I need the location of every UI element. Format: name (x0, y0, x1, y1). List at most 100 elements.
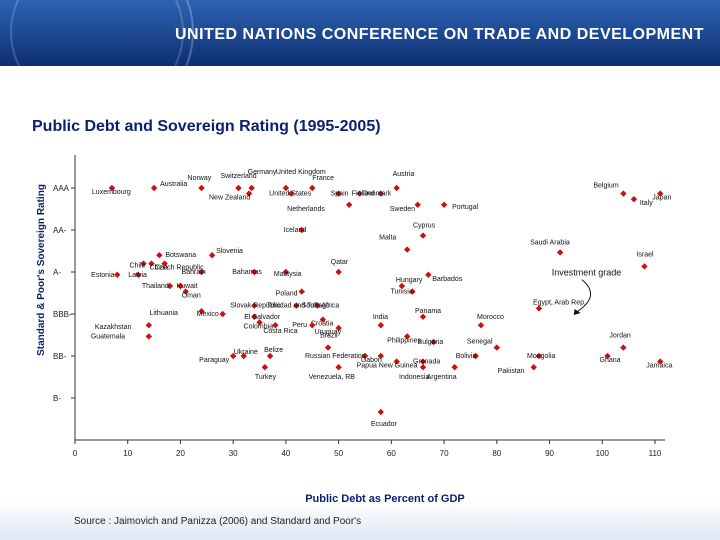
data-point-label: Luxembourg (92, 189, 131, 196)
data-point (148, 260, 155, 267)
data-point-label: Israel (636, 251, 654, 258)
data-point-label: Poland (276, 291, 298, 298)
data-point (361, 352, 369, 360)
data-point (229, 352, 237, 360)
data-point (166, 282, 174, 290)
x-tick-label: 50 (334, 449, 343, 458)
data-point (630, 196, 638, 203)
data-point-label: Trinidad and Tobago (266, 303, 330, 310)
data-point-label: Bolivia (456, 353, 477, 360)
y-tick-label: B- (53, 394, 61, 403)
x-tick-label: 0 (73, 449, 78, 458)
data-point-label: Qatar (331, 259, 349, 266)
data-point (113, 271, 121, 278)
x-tick-label: 90 (545, 449, 554, 458)
data-point-label: Costa Rica (263, 328, 297, 335)
data-point (208, 252, 216, 259)
data-point-label: Panama (415, 308, 441, 315)
y-tick-label: AAA (53, 184, 70, 193)
y-tick-label: AA- (53, 226, 67, 235)
data-point (309, 184, 316, 192)
data-point (140, 260, 147, 267)
data-point-label: Chile (130, 263, 146, 270)
data-point-label: Tunisia (390, 289, 412, 296)
data-point-label: Philippines (387, 337, 421, 344)
x-tick-label: 110 (649, 449, 662, 458)
data-point (419, 358, 427, 365)
data-point (324, 344, 332, 351)
data-point (261, 364, 269, 371)
data-point (393, 184, 400, 192)
data-point (440, 201, 448, 208)
data-point (314, 302, 321, 309)
x-tick-label: 70 (440, 449, 449, 458)
data-point-label: New Zealand (209, 195, 250, 202)
data-point (477, 322, 485, 329)
data-point-label: Gabon (361, 357, 382, 364)
x-tick-label: 100 (596, 449, 610, 458)
data-point (620, 190, 627, 197)
data-point-label: Australia (160, 181, 187, 188)
x-tick-label: 30 (229, 449, 238, 458)
data-point (377, 322, 385, 329)
x-axis-title: Public Debt as Percent of GDP (305, 493, 465, 505)
data-point (198, 268, 205, 276)
data-point-label: Ecuador (371, 421, 398, 428)
source-text: : Jaimovich and Panizza (2006) and Stand… (108, 516, 362, 527)
data-point-label: Cyprus (413, 223, 436, 230)
x-tick-label: 60 (387, 449, 396, 458)
data-point (425, 271, 432, 278)
data-point (620, 344, 627, 351)
data-point-label: Iceland (284, 227, 307, 234)
data-point (657, 190, 664, 197)
data-point (535, 305, 543, 312)
data-point-label: Barbados (432, 276, 462, 283)
data-point-label: Argentina (427, 374, 457, 381)
data-point (293, 302, 300, 309)
data-point (198, 308, 205, 315)
x-tick-label: 80 (492, 449, 501, 458)
banner-decoration (0, 0, 194, 66)
data-point (419, 313, 427, 320)
data-point (298, 226, 305, 234)
data-point-label: Bahamas (232, 269, 262, 276)
data-point (266, 352, 274, 360)
annotation-text: Investment grade (552, 268, 622, 278)
data-point (248, 184, 255, 192)
data-point (177, 282, 184, 290)
data-point-label: France (312, 175, 334, 182)
data-point-label: Sweden (390, 206, 415, 213)
data-point-label: Finland (352, 191, 375, 198)
data-point-label: Lithuania (150, 310, 179, 317)
header-banner: UNITED NATIONS CONFERENCE ON TRADE AND D… (0, 0, 720, 66)
data-point (335, 190, 342, 197)
data-point-label: South Africa (302, 303, 340, 310)
data-point (156, 252, 163, 259)
data-point (298, 288, 305, 295)
data-point (604, 352, 611, 360)
data-point (535, 352, 543, 360)
data-point-label: Russian Federation (305, 353, 366, 360)
data-point (377, 190, 385, 197)
data-point-label: Latvia (128, 272, 147, 279)
data-point-label: Venezuela, RB (309, 374, 356, 381)
data-point (335, 268, 342, 276)
data-point-label: Croatia (311, 321, 334, 328)
data-point-label: Kuwait (176, 283, 197, 290)
data-point (251, 268, 258, 276)
source-note: Source : Jaimovich and Panizza (2006) an… (74, 516, 361, 527)
data-point (240, 352, 247, 360)
data-point-label: Hungary (396, 277, 423, 284)
data-point-label: Ukraine (234, 349, 258, 356)
data-point (245, 190, 253, 197)
data-point-label: Morocco (477, 314, 504, 321)
data-point (256, 319, 263, 326)
data-point-label: Paraguay (199, 357, 229, 364)
data-point (282, 268, 290, 276)
data-point-label: El Salvador (244, 314, 280, 321)
data-point-label: China (149, 265, 167, 272)
data-point (403, 333, 411, 340)
data-point (150, 184, 158, 192)
data-point (409, 288, 416, 295)
